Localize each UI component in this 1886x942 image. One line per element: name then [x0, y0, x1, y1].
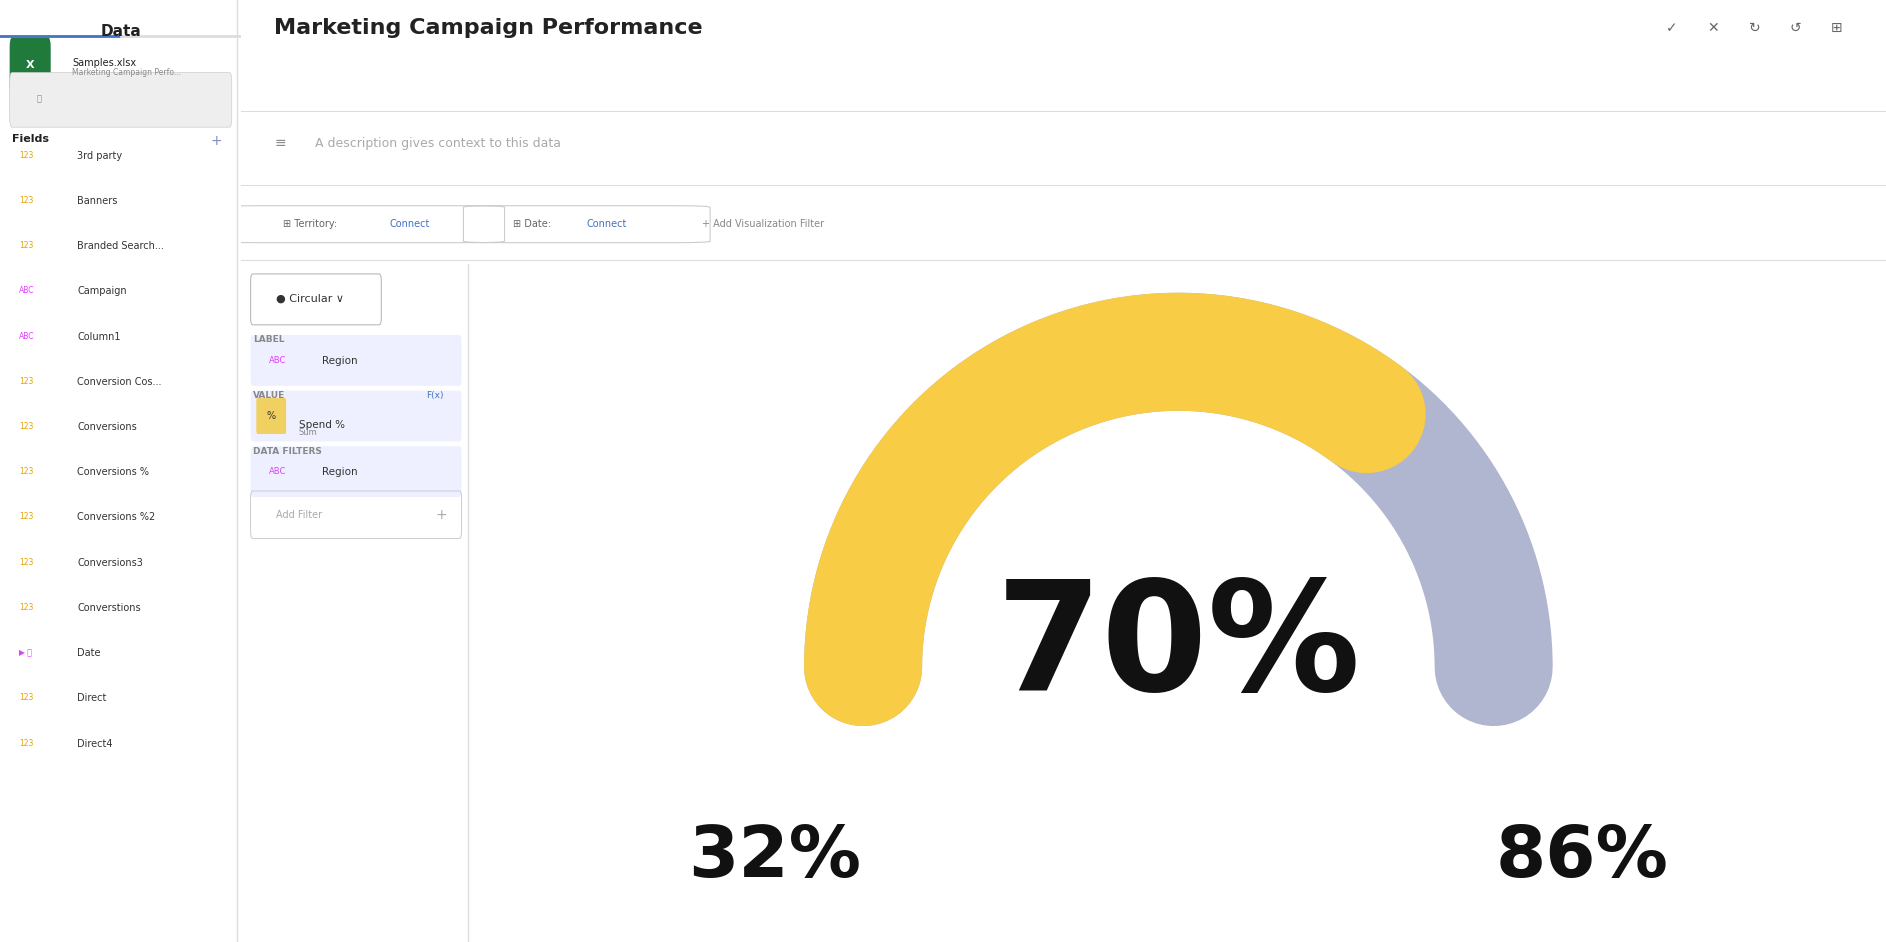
Text: 123: 123 — [19, 151, 34, 160]
Text: VALUE: VALUE — [253, 391, 285, 400]
Text: 🔍: 🔍 — [36, 94, 41, 104]
Text: Direct4: Direct4 — [77, 739, 113, 749]
Text: Region: Region — [323, 467, 356, 477]
Text: A description gives context to this data: A description gives context to this data — [315, 137, 562, 150]
FancyBboxPatch shape — [256, 398, 287, 434]
Text: Conversions %: Conversions % — [77, 467, 149, 478]
Text: + Add Visualization Filter: + Add Visualization Filter — [702, 219, 824, 229]
Text: Conversions3: Conversions3 — [77, 558, 143, 568]
Text: ✕: ✕ — [1707, 22, 1720, 35]
Text: +: + — [211, 134, 223, 148]
FancyBboxPatch shape — [251, 335, 462, 386]
Text: Banners: Banners — [77, 196, 117, 206]
Text: Conversions: Conversions — [77, 422, 138, 432]
Text: Samples.xlsx: Samples.xlsx — [72, 58, 136, 69]
FancyBboxPatch shape — [251, 391, 462, 442]
Text: Sum: Sum — [298, 428, 317, 437]
Text: Date: Date — [77, 648, 100, 658]
Text: 123: 123 — [19, 377, 34, 386]
Text: ABC: ABC — [270, 356, 287, 365]
Text: ↺: ↺ — [1790, 22, 1801, 35]
Text: Marketing Campaign Performance: Marketing Campaign Performance — [273, 18, 703, 39]
Text: 123: 123 — [19, 467, 34, 477]
Text: Data: Data — [100, 24, 141, 39]
Text: Add Filter: Add Filter — [275, 510, 323, 520]
Text: Branded Search...: Branded Search... — [77, 241, 164, 252]
Text: DATA FILTERS: DATA FILTERS — [253, 447, 323, 456]
Text: Conversion Cos...: Conversion Cos... — [77, 377, 162, 387]
FancyBboxPatch shape — [9, 38, 51, 94]
FancyBboxPatch shape — [9, 73, 232, 127]
Text: 123: 123 — [19, 422, 34, 431]
Text: ABC: ABC — [270, 467, 287, 477]
Text: Connect: Connect — [389, 219, 430, 229]
Text: 32%: 32% — [688, 823, 862, 892]
Text: F(x): F(x) — [426, 391, 443, 400]
Text: Direct: Direct — [77, 693, 108, 704]
Text: ⊞ Territory:: ⊞ Territory: — [283, 219, 336, 229]
Text: ▶ 📅: ▶ 📅 — [19, 648, 32, 658]
Text: Connect: Connect — [587, 219, 628, 229]
FancyBboxPatch shape — [251, 447, 462, 497]
Text: 70%: 70% — [996, 575, 1362, 723]
Text: ABC: ABC — [19, 332, 34, 341]
Text: Spend %: Spend % — [298, 420, 345, 430]
Text: +: + — [436, 508, 447, 522]
Text: X: X — [26, 60, 34, 70]
Text: %: % — [266, 411, 275, 421]
Text: ↻: ↻ — [1748, 22, 1760, 35]
Text: 3rd party: 3rd party — [77, 151, 123, 161]
Text: 86%: 86% — [1496, 823, 1667, 892]
Text: 123: 123 — [19, 739, 34, 748]
Text: Column1: Column1 — [77, 332, 121, 342]
Text: Converstions: Converstions — [77, 603, 141, 613]
Text: 123: 123 — [19, 241, 34, 251]
Text: Campaign: Campaign — [77, 286, 126, 297]
Text: ⊞: ⊞ — [1831, 22, 1843, 35]
Text: Conversions %2: Conversions %2 — [77, 512, 155, 523]
Text: 123: 123 — [19, 603, 34, 612]
Text: LABEL: LABEL — [253, 335, 285, 344]
Text: 123: 123 — [19, 558, 34, 567]
Text: ≡: ≡ — [273, 137, 287, 150]
Text: ABC: ABC — [19, 286, 34, 296]
Text: Fields: Fields — [11, 134, 49, 144]
Text: 123: 123 — [19, 512, 34, 522]
Text: Marketing Campaign Perfo...: Marketing Campaign Perfo... — [72, 68, 181, 77]
Text: 123: 123 — [19, 693, 34, 703]
Text: 123: 123 — [19, 196, 34, 205]
Text: ⊞ Date:: ⊞ Date: — [513, 219, 551, 229]
Text: ● Circular ∨: ● Circular ∨ — [275, 294, 343, 304]
Text: Region: Region — [323, 356, 356, 365]
Text: ✓: ✓ — [1667, 22, 1679, 35]
